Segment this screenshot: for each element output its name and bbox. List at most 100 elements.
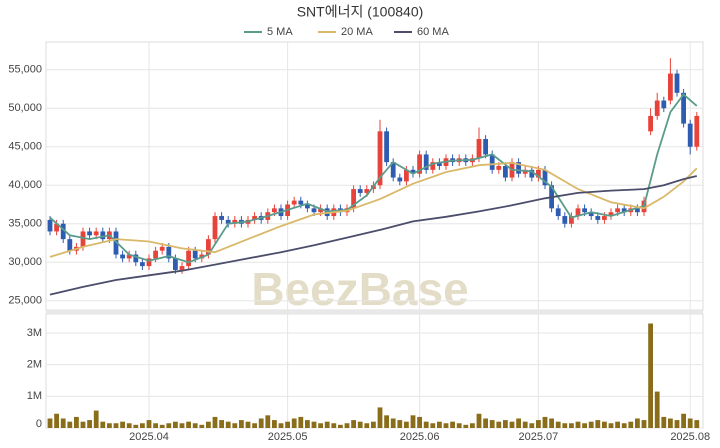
volume-bar bbox=[159, 424, 165, 428]
volume-bar bbox=[470, 423, 475, 428]
volume-bar bbox=[186, 421, 191, 428]
candle-body bbox=[173, 258, 178, 270]
volume-bar bbox=[450, 421, 455, 428]
ma-line bbox=[49, 93, 698, 264]
candle-body bbox=[120, 254, 125, 259]
candle-body bbox=[602, 216, 607, 220]
candle-body bbox=[569, 216, 574, 224]
candle-body bbox=[357, 189, 363, 193]
volume-tick-label: 1M bbox=[27, 390, 42, 402]
candle-body bbox=[67, 239, 73, 251]
ma-line bbox=[49, 161, 698, 258]
volume-bar bbox=[219, 420, 224, 428]
candle-body bbox=[159, 246, 165, 251]
candle-body bbox=[364, 189, 370, 193]
volume-bar bbox=[621, 423, 627, 428]
y-tick-label: 55,000 bbox=[8, 64, 42, 76]
candle-body bbox=[87, 231, 92, 236]
volume-bar bbox=[384, 415, 389, 428]
candle-body bbox=[562, 216, 568, 224]
volume-bar bbox=[562, 423, 568, 428]
volume-bar bbox=[272, 420, 277, 428]
candle-body bbox=[496, 165, 502, 170]
candle-body bbox=[390, 162, 396, 178]
candle-body bbox=[608, 212, 614, 217]
volume-bar bbox=[674, 420, 680, 428]
volume-bar bbox=[113, 423, 119, 428]
candle-body bbox=[668, 73, 673, 101]
volume-bar bbox=[549, 418, 554, 428]
candle-body bbox=[582, 208, 587, 213]
volume-panel bbox=[45, 313, 704, 429]
volume-bar bbox=[318, 423, 323, 428]
volume-bar bbox=[628, 421, 634, 428]
volume-bar bbox=[417, 416, 422, 428]
candle-body bbox=[648, 115, 653, 132]
volume-bar bbox=[615, 421, 620, 428]
volume-bar bbox=[509, 421, 515, 428]
candle-body bbox=[661, 100, 667, 109]
candle-body bbox=[212, 216, 218, 240]
volume-bar bbox=[463, 424, 469, 428]
volume-bar bbox=[377, 407, 383, 428]
volume-bar bbox=[252, 423, 257, 428]
x-tick-label: 2025.04 bbox=[129, 431, 169, 443]
volume-bar bbox=[126, 423, 132, 428]
volume-bar bbox=[54, 413, 59, 428]
volume-bar bbox=[67, 421, 73, 428]
volume-bar bbox=[582, 423, 587, 428]
volume-bar bbox=[278, 423, 284, 428]
candle-body bbox=[133, 254, 139, 263]
volume-bar bbox=[357, 421, 363, 428]
candle-body bbox=[186, 250, 191, 267]
y-tick-label: 45,000 bbox=[8, 141, 42, 153]
volume-bar bbox=[437, 421, 442, 428]
candle-body bbox=[179, 266, 185, 270]
candle-body bbox=[555, 208, 561, 217]
candle-body bbox=[687, 123, 693, 147]
chart-title: SNT에너지 (100840) bbox=[297, 4, 424, 20]
volume-bar bbox=[239, 420, 244, 428]
volume-bar bbox=[569, 423, 574, 428]
volume-bar bbox=[668, 418, 673, 428]
candle-body bbox=[311, 208, 317, 213]
candle-body bbox=[595, 216, 601, 220]
volume-bar bbox=[371, 421, 376, 428]
volume-bar bbox=[410, 415, 416, 428]
volume-bar bbox=[199, 424, 205, 428]
candle-body bbox=[483, 139, 488, 155]
volume-bar bbox=[423, 421, 429, 428]
volume-bar bbox=[133, 424, 139, 428]
candle-body bbox=[60, 223, 66, 240]
volume-bar bbox=[87, 420, 92, 428]
candle-body bbox=[225, 219, 231, 224]
x-tick-label: 2025.06 bbox=[400, 431, 440, 443]
volume-bar bbox=[258, 418, 264, 428]
y-tick-label: 30,000 bbox=[8, 256, 42, 268]
volume-bar bbox=[60, 418, 66, 428]
volume-bar bbox=[641, 420, 647, 428]
candle-body bbox=[410, 169, 416, 174]
volume-bar bbox=[140, 423, 145, 428]
candle-body bbox=[529, 169, 535, 178]
volume-bar bbox=[285, 421, 290, 428]
candle-body bbox=[153, 250, 158, 259]
volume-bar bbox=[146, 420, 152, 428]
volume-bar bbox=[555, 421, 561, 428]
volume-bar bbox=[397, 420, 403, 428]
candle-body bbox=[140, 262, 145, 267]
volume-bar bbox=[212, 416, 218, 428]
volume-tick-label: 0 bbox=[36, 418, 42, 430]
candle-body bbox=[351, 189, 356, 209]
candle-body bbox=[476, 139, 482, 159]
volume-bar bbox=[80, 421, 86, 428]
volume-bar bbox=[404, 421, 409, 428]
legend-label: 5 MA bbox=[267, 26, 293, 38]
candle-body bbox=[166, 246, 172, 259]
candle-body bbox=[674, 73, 680, 93]
volume-bar bbox=[687, 418, 693, 428]
volume-bar bbox=[305, 420, 310, 428]
volume-bar bbox=[516, 418, 521, 428]
volume-bar bbox=[245, 421, 251, 428]
volume-bar bbox=[536, 420, 541, 428]
